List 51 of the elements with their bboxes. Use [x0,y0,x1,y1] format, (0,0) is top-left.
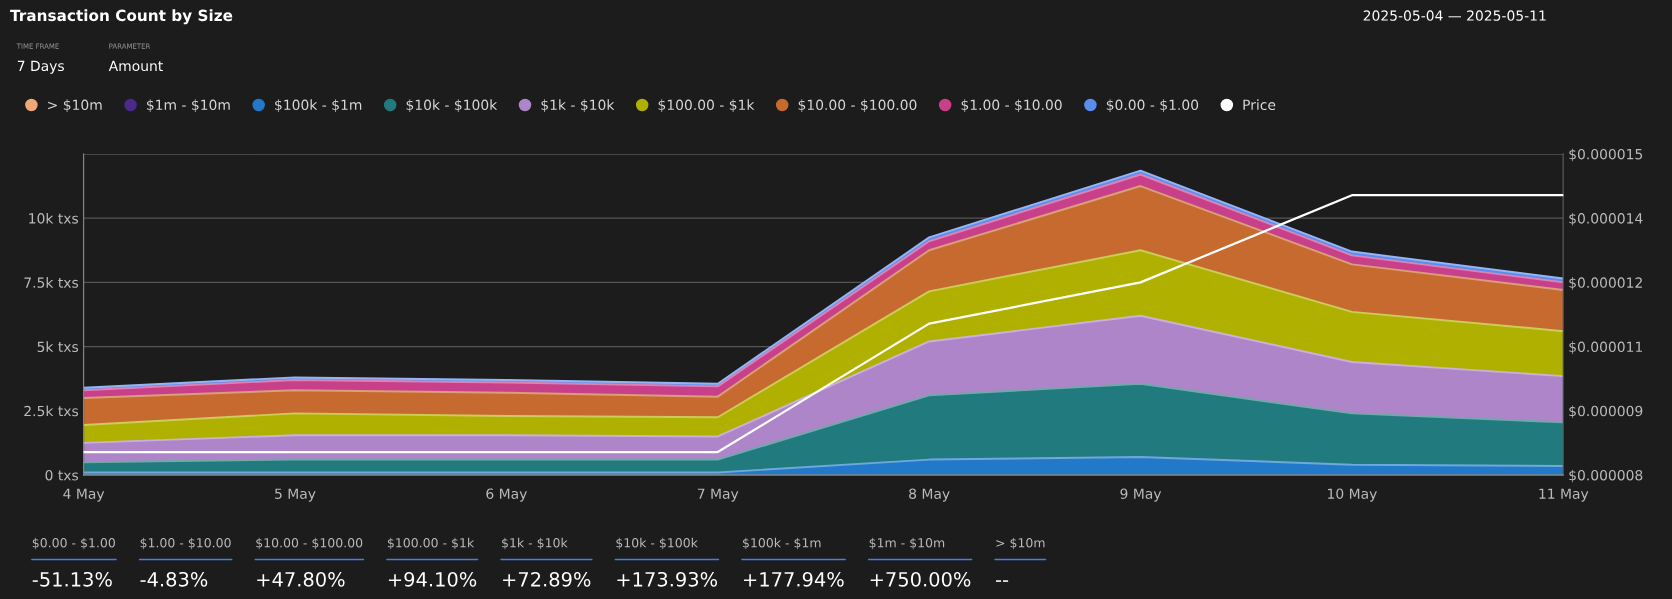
y2-tick-label: $0.000014 [1569,212,1643,226]
text: $1k - $10k [502,537,568,550]
x-tick-label: 7 May [697,488,739,502]
y2-tick-label: $0.000011 [1569,341,1643,354]
text: +94.10% [388,571,477,587]
text: $10.00 - $100.00 [256,537,363,550]
text: > $10m [996,537,1045,550]
y-tick-label: 10k txs [29,212,79,224]
x-tick-label: 11 May [1539,488,1589,502]
text: 7 Days [17,60,64,74]
text: +72.89% [503,571,591,587]
y2-tick-label: $0.000008 [1569,469,1643,483]
text: $10k - $100k [616,537,698,550]
legend-label: Price [1243,99,1276,111]
x-tick-label: 6 May [486,488,527,502]
text: Amount [108,60,163,72]
text: $100.00 - $1k [387,537,475,550]
legend-label: $100.00 - $1k [658,99,755,112]
x-tick-label: 8 May [909,488,950,502]
text: $1m - $10m [869,537,945,550]
text: +177.94% [744,571,844,587]
x-tick-label: 4 May [63,488,105,502]
legend-label: $100k - $1m [275,99,362,112]
text: -51.13% [32,571,112,587]
text: +750.00% [870,571,971,587]
chart-title: Transaction Count by Size [10,9,233,25]
legend-label: $1.00 - $10.00 [961,99,1062,112]
y2-tick-label: $0.000009 [1569,405,1643,419]
y-tick-label: 2.5k txs [24,405,79,417]
legend-label: $1m - $10m [146,99,230,112]
legend-label: $10k - $100k [406,99,498,112]
text: $100k - $1m [743,537,821,550]
text: -- [995,580,1009,582]
legend-label: > $10m [48,99,102,112]
y-tick-label: 0 txs [45,469,79,481]
x-tick-label: 9 May [1120,488,1162,502]
text: 2025-05-04 — 2025-05-11 [1363,10,1546,21]
y2-tick-label: $0.000012 [1569,277,1642,290]
text: $0.00 - $1.00 [32,537,115,550]
x-tick-label: 10 May [1328,488,1377,502]
text: +47.80% [257,571,345,587]
y2-tick-label: $0.000015 [1569,148,1643,162]
legend-label: $10.00 - $100.00 [798,99,917,112]
x-tick-label: 5 May [275,488,316,502]
legend-label: $0.00 - $1.00 [1106,99,1199,112]
y-tick-label: 5k txs [37,341,79,353]
text: $1.00 - $10.00 [140,537,231,550]
legend-label: $1k - $10k [541,99,615,112]
text: -4.83% [140,571,208,587]
text: +173.93% [617,571,718,587]
y-tick-label: 7.5k txs [24,277,79,288]
